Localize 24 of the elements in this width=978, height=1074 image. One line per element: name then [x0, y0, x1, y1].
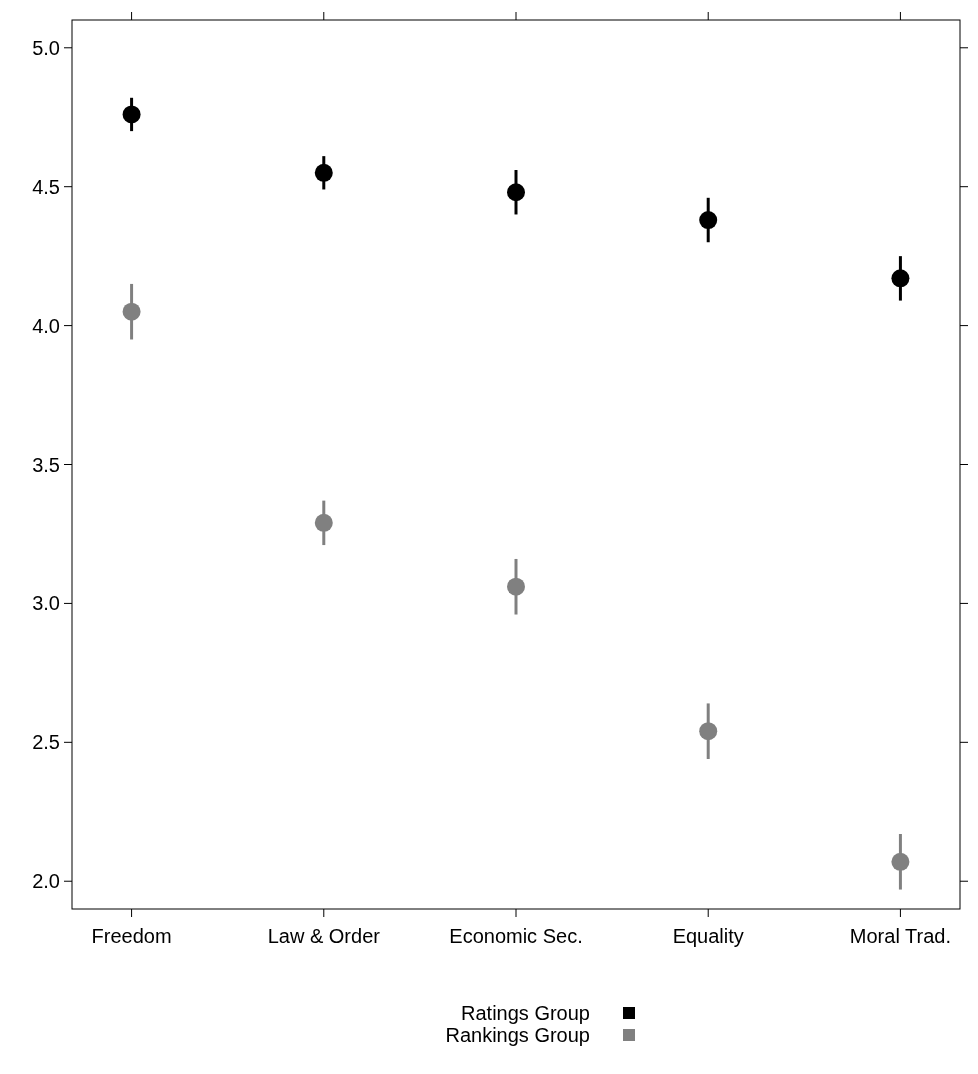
y-tick-label: 2.0 [32, 870, 60, 893]
x-tick-label: Moral Trad. [849, 925, 951, 947]
point [891, 269, 910, 288]
y-tick-label: 5.0 [32, 36, 60, 59]
legend-label: Rankings Group [445, 1024, 590, 1046]
x-tick-label: Equality [672, 925, 744, 947]
point [507, 577, 525, 596]
x-tick-label: Law & Order [267, 925, 381, 947]
y-tick-label: 3.5 [32, 453, 60, 476]
point [507, 183, 525, 202]
point [122, 105, 141, 124]
x-tick-label: Freedom [91, 925, 172, 947]
point [314, 163, 333, 182]
x-tick-label: Economic Sec. [449, 925, 583, 947]
y-tick-label: 4.5 [32, 175, 60, 198]
y-tick-label: 3.0 [32, 592, 60, 615]
point [699, 211, 718, 230]
point [699, 722, 718, 741]
point [122, 302, 141, 321]
point [314, 513, 333, 532]
y-tick-label: 2.5 [32, 731, 60, 754]
y-tick-label: 4.0 [32, 314, 60, 337]
point [891, 852, 910, 871]
legend-label: Ratings Group [461, 1002, 590, 1024]
